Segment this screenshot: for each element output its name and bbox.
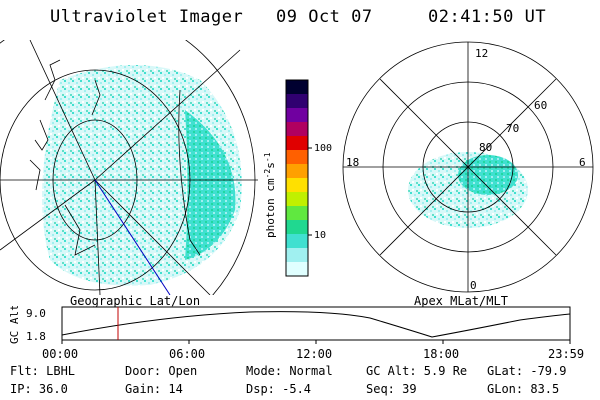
info-gain: Gain: 14 <box>125 382 183 396</box>
time-tick-1800: 18:00 <box>423 347 459 361</box>
altitude-curve <box>61 311 571 338</box>
info-glon: GLon: 83.5 <box>487 382 560 396</box>
colorbar-tick-10: 10 <box>314 230 326 241</box>
mlat-label-70: 70 <box>506 122 519 135</box>
colorbar-segment <box>286 150 308 165</box>
magnetic-caption: Apex MLat/MLT <box>414 294 508 308</box>
colorbar-segment <box>286 108 308 123</box>
magnetic-polar-panel: 12 6 0 18 60 70 80 <box>342 41 594 293</box>
time-tick-1200: 12:00 <box>296 347 332 361</box>
geographic-caption: Geographic Lat/Lon <box>70 294 201 308</box>
colorbar-label: photon cm-2s-1 <box>263 152 277 238</box>
info-glat: GLat: -79.9 <box>487 364 567 378</box>
altitude-ytick-9: 9.0 <box>26 307 46 320</box>
colorbar-segment <box>286 164 308 179</box>
mlat-label-60: 60 <box>534 99 547 112</box>
info-dsp: Dsp: -5.4 <box>246 382 312 396</box>
mlt-label-18: 18 <box>346 156 359 169</box>
colorbar-segment <box>286 220 308 235</box>
info-mode: Mode: Normal <box>246 364 333 378</box>
mlat-label-80: 80 <box>479 141 492 154</box>
colorbar-segment <box>286 80 308 95</box>
colorbar-segment <box>286 178 308 193</box>
info-ip: IP: 36.0 <box>10 382 68 396</box>
observation-time: 02:41:50 UT <box>428 7 547 27</box>
altitude-ylabel: GC Alt <box>8 306 21 344</box>
info-door: Door: Open <box>125 364 198 378</box>
time-tick-0000: 00:00 <box>42 347 78 361</box>
mlt-label-0: 0 <box>470 279 477 292</box>
colorbar: 100 10 photon cm-2s-1 <box>263 79 332 277</box>
colorbar-segment <box>286 234 308 249</box>
info-filter: Flt: LBHL <box>10 364 76 378</box>
svg-text:photon cm-2s-1: photon cm-2s-1 <box>263 152 277 238</box>
colorbar-segment <box>286 192 308 207</box>
time-tick-0600: 06:00 <box>169 347 205 361</box>
time-tick-2359: 23:59 <box>548 347 584 361</box>
mlt-label-6: 6 <box>579 156 586 169</box>
info-seq: Seq: 39 <box>366 382 417 396</box>
altitude-ytick-1-8: 1.8 <box>26 330 46 343</box>
instrument-title: Ultraviolet Imager <box>50 7 244 27</box>
colorbar-segment <box>286 122 308 137</box>
colorbar-tick-100: 100 <box>314 143 332 154</box>
mlt-label-12: 12 <box>475 47 488 60</box>
colorbar-segment <box>286 262 308 277</box>
geographic-image-panel <box>0 40 258 295</box>
info-gc-alt: GC Alt: 5.9 Re <box>366 364 468 378</box>
colorbar-segment <box>286 136 308 151</box>
colorbar-segment <box>286 206 308 221</box>
observation-date: 09 Oct 07 <box>276 7 373 27</box>
altitude-plot: GC Alt 9.0 1.8 00:00 06:00 12:00 18:00 2… <box>8 306 584 361</box>
colorbar-segment <box>286 248 308 263</box>
colorbar-segment <box>286 94 308 109</box>
